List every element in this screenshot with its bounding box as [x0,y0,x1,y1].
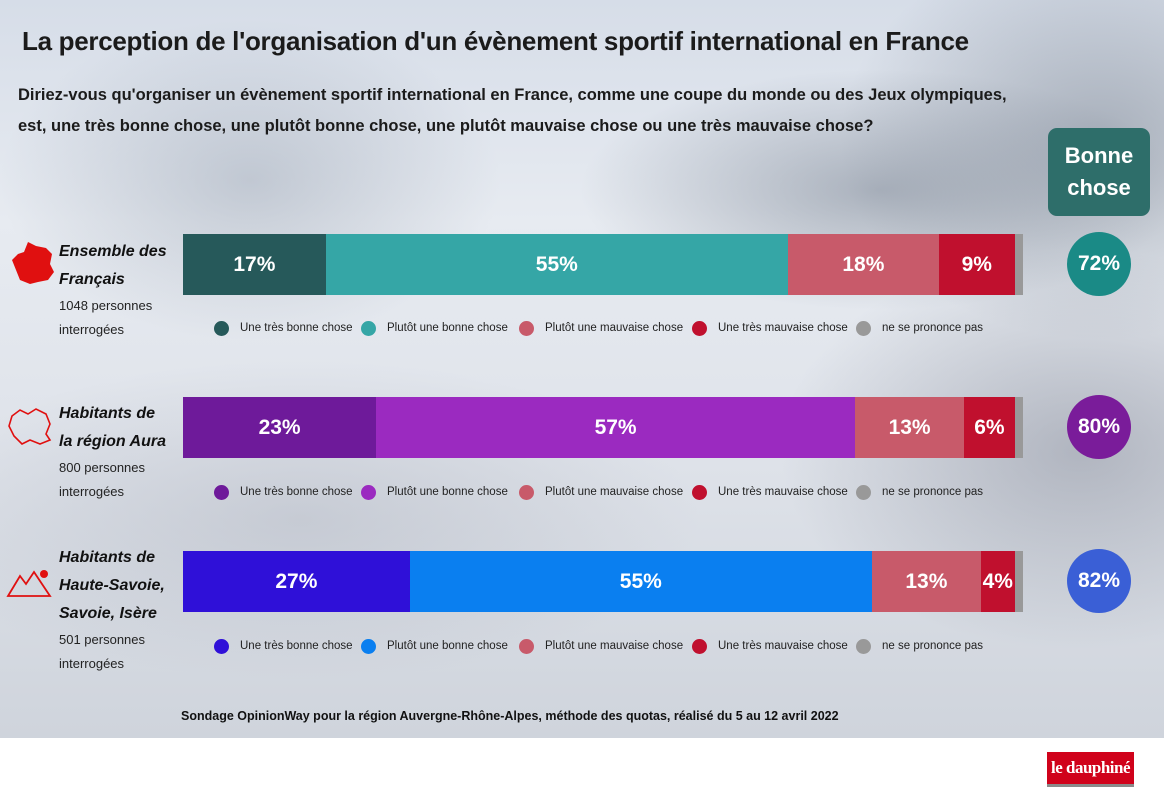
title: La perception de l'organisation d'un évè… [22,26,969,56]
mountain-icon [6,570,52,597]
group-label: Ensemble des Français 1048 personnes inte… [59,238,171,342]
legend-dot [361,639,376,654]
bar-segment: 27% [183,551,410,612]
legend-dot [361,321,376,336]
group-label: Habitants de la région Aura 800 personnes… [59,400,171,504]
legend-dot [692,321,707,336]
legend-label: Plutôt une mauvaise chose [545,640,684,652]
legend-dot [856,485,871,500]
logo: le dauphiné [1047,752,1134,787]
bar-segment: 13% [871,551,981,612]
legend-label: Une très bonne chose [240,640,353,652]
value-label: 18% [842,252,885,276]
bar-segment: 17% [183,234,326,295]
group-sample: 501 personnes interrogées [59,632,146,671]
legend-dot [519,639,534,654]
legend-label: Plutôt une bonne chose [387,486,508,498]
legend-dot [519,485,534,500]
value-label: 13% [888,415,931,439]
legend-label: ne se prononce pas [882,322,984,334]
question: est, une très bonne chose, une plutôt bo… [18,117,874,135]
legend-label: Plutôt une mauvaise chose [545,486,684,498]
value-label: 55% [619,569,662,593]
background-photo [0,0,1164,738]
legend-label: Plutôt une mauvaise chose [545,322,684,334]
bar-segment: 6% [964,397,1015,458]
aura-icon [8,408,52,445]
group-name: Habitants de Haute-Savoie, Savoie, Isère [59,549,165,622]
legend-dot [214,485,229,500]
bar-segment: 4% [981,551,1015,612]
legend-label: Plutôt une bonne chose [387,322,508,334]
legend-label: Une très mauvaise chose [718,640,848,652]
legend-dot [856,321,871,336]
value-label: 27% [275,569,318,593]
legend-label: ne se prononce pas [882,486,984,498]
legend-label: Une très mauvaise chose [718,322,848,334]
summary-circle: 72% [1067,232,1131,296]
legend-label: Une très mauvaise chose [718,486,848,498]
bar-segment [1014,551,1023,612]
bar-segment: 57% [376,397,855,458]
value-label: 4% [982,569,1013,593]
value-label: 57% [594,415,637,439]
value-label: 13% [905,569,948,593]
legend-label: Une très bonne chose [240,486,353,498]
legend-label: Une très bonne chose [240,322,353,334]
legend-dot [214,639,229,654]
summary-header: Bonne chose [1048,128,1150,216]
bar-segment: 18% [787,234,939,295]
summary-title: Bonne chose [1064,143,1134,200]
bar-segment: 13% [855,397,965,458]
legend-dot [519,321,534,336]
value-label: 6% [974,415,1005,439]
source: Sondage OpinionWay pour la région Auverg… [181,709,839,723]
group-sample: 1048 personnes interrogées [59,298,153,337]
legend-dot [692,485,707,500]
group-sample: 800 personnes interrogées [59,460,146,499]
value-label: 23% [258,415,301,439]
bar-segment: 9% [939,234,1015,295]
legend-dot [692,639,707,654]
group-name: Habitants de la région Aura [59,405,166,450]
legend-dot [856,639,871,654]
group-label: Habitants de Haute-Savoie, Savoie, Isère… [59,544,171,676]
bar-segment: 23% [183,397,377,458]
bar-segment [1014,234,1023,295]
france-icon [12,242,54,284]
legend-dot [214,321,229,336]
bar-segment: 55% [325,234,788,295]
value-label: 17% [233,252,276,276]
question: Diriez-vous qu'organiser un évènement sp… [18,86,1007,104]
summary-circle: 82% [1067,549,1131,613]
legend-label: ne se prononce pas [882,640,984,652]
bar-segment [1014,397,1023,458]
legend-label: Plutôt une bonne chose [387,640,508,652]
summary-circle: 80% [1067,395,1131,459]
group-name: Ensemble des Français [59,243,167,288]
legend-dot [361,485,376,500]
value-label: 9% [961,252,992,276]
value-label: 55% [535,252,578,276]
bar-segment: 55% [409,551,872,612]
